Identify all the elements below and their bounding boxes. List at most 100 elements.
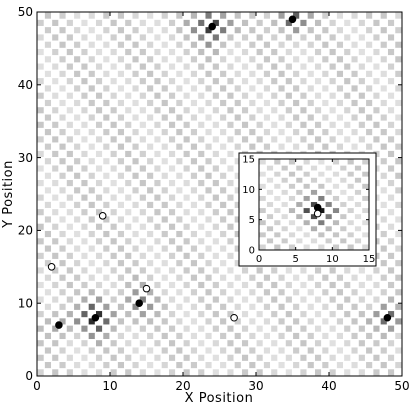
main-heatmap-cell — [263, 56, 271, 63]
main-heatmap-cell — [176, 99, 183, 107]
inset-heatmap-cell — [303, 220, 310, 226]
main-heatmap-cell — [37, 369, 44, 376]
main-heatmap-cell — [271, 92, 278, 99]
main-x-tick-label: 30 — [248, 379, 263, 393]
main-heatmap-cell — [66, 325, 73, 332]
main-heatmap-cell — [395, 41, 402, 48]
main-heatmap-cell — [234, 187, 241, 194]
main-heatmap-cell — [52, 150, 59, 158]
main-heatmap-cell — [103, 172, 110, 179]
main-heatmap-cell — [147, 362, 154, 369]
main-heatmap-cell — [132, 129, 139, 136]
main-heatmap-cell — [205, 129, 212, 136]
main-heatmap-cell — [168, 121, 176, 128]
main-heatmap-cell — [161, 303, 168, 310]
main-heatmap-cell — [366, 70, 373, 77]
main-heatmap-cell — [81, 136, 88, 143]
main-heatmap-cell — [329, 369, 336, 376]
main-heatmap-cell — [74, 318, 81, 325]
main-heatmap-cell — [271, 354, 278, 361]
main-heatmap-cell — [351, 41, 358, 48]
main-heatmap-cell — [44, 85, 52, 92]
inset-heatmap-cell — [259, 171, 266, 177]
main-heatmap-cell — [263, 303, 271, 310]
main-heatmap-cell — [74, 114, 81, 121]
main-heatmap-cell — [66, 34, 73, 41]
main-heatmap-cell — [110, 311, 117, 318]
main-heatmap-cell — [88, 172, 95, 179]
inset-heatmap-cell — [318, 208, 325, 214]
main-heatmap-cell — [125, 34, 132, 41]
main-heatmap-cell — [256, 136, 263, 143]
main-heatmap-cell — [256, 121, 263, 128]
main-heatmap-cell — [329, 48, 336, 56]
main-heatmap-cell — [147, 303, 154, 310]
main-heatmap-cell — [227, 252, 234, 259]
inset-heatmap-cell — [259, 208, 266, 214]
inset-heatmap-cell — [362, 208, 369, 214]
main-heatmap-cell — [117, 245, 125, 252]
main-heatmap-cell — [74, 41, 81, 48]
main-heatmap-cell — [351, 12, 358, 19]
main-heatmap-cell — [322, 143, 329, 150]
main-heatmap-cell — [220, 201, 227, 208]
main-heatmap-cell — [88, 99, 95, 107]
main-heatmap-cell — [329, 340, 336, 347]
main-heatmap-cell — [205, 362, 212, 369]
main-heatmap-cell — [395, 187, 402, 194]
main-heatmap-cell — [241, 34, 249, 41]
main-heatmap-cell — [263, 143, 271, 150]
main-heatmap-cell — [212, 238, 219, 245]
main-heatmap-cell — [351, 303, 358, 310]
main-heatmap-cell — [212, 325, 219, 332]
main-heatmap-cell — [183, 311, 190, 318]
main-heatmap-cell — [314, 340, 322, 347]
main-heatmap-cell — [168, 354, 176, 361]
main-heatmap-cell — [241, 63, 249, 70]
main-heatmap-cell — [220, 187, 227, 194]
main-data-points — [47, 15, 392, 329]
main-heatmap-cell — [300, 107, 307, 114]
inset-heatmap-cell — [296, 238, 303, 244]
main-heatmap-cell — [139, 354, 146, 361]
main-heatmap-cell — [366, 99, 373, 107]
main-heatmap-cell — [380, 129, 387, 136]
main-heatmap-cell — [154, 150, 161, 158]
main-heatmap-cell — [373, 354, 380, 361]
main-heatmap-cell — [117, 216, 125, 223]
main-heatmap-cell — [95, 63, 103, 70]
inset-plot-frame — [258, 158, 370, 251]
main-heatmap-cell — [322, 318, 329, 325]
main-heatmap-cell — [241, 136, 249, 143]
main-heatmap-cell — [278, 41, 285, 48]
main-heatmap-cell — [37, 107, 44, 114]
inset-heatmap-cell — [362, 159, 369, 165]
main-heatmap-cell — [161, 230, 168, 238]
main-heatmap-cell — [74, 274, 81, 281]
main-heatmap-cell — [212, 165, 219, 172]
main-heatmap-cell — [66, 180, 73, 187]
main-heatmap-cell — [147, 216, 154, 223]
main-heatmap-cell — [241, 354, 249, 361]
main-heatmap-cell — [293, 99, 300, 107]
main-heatmap-cell — [161, 216, 168, 223]
main-heatmap-cell — [366, 303, 373, 310]
main-heatmap-cell — [190, 303, 198, 310]
main-heatmap-cell — [168, 34, 176, 41]
inset-heatmap-cell — [354, 177, 362, 183]
main-heatmap-cell — [380, 56, 387, 63]
main-heatmap-cell — [212, 252, 219, 259]
main-heatmap-cell — [380, 303, 387, 310]
main-x-tick-label: 50 — [394, 379, 409, 393]
main-heatmap-cell — [358, 281, 365, 289]
main-heatmap-cell — [132, 230, 139, 238]
main-heatmap-cell — [59, 143, 66, 150]
main-heatmap-cell — [373, 92, 380, 99]
main-heatmap-cell — [380, 332, 387, 340]
main-heatmap-cell — [95, 48, 103, 56]
main-heatmap-cell — [278, 347, 285, 354]
main-heatmap-cell — [37, 194, 44, 201]
main-heatmap-cell — [263, 12, 271, 19]
main-heatmap-cell — [81, 180, 88, 187]
main-heatmap-cell — [59, 187, 66, 194]
